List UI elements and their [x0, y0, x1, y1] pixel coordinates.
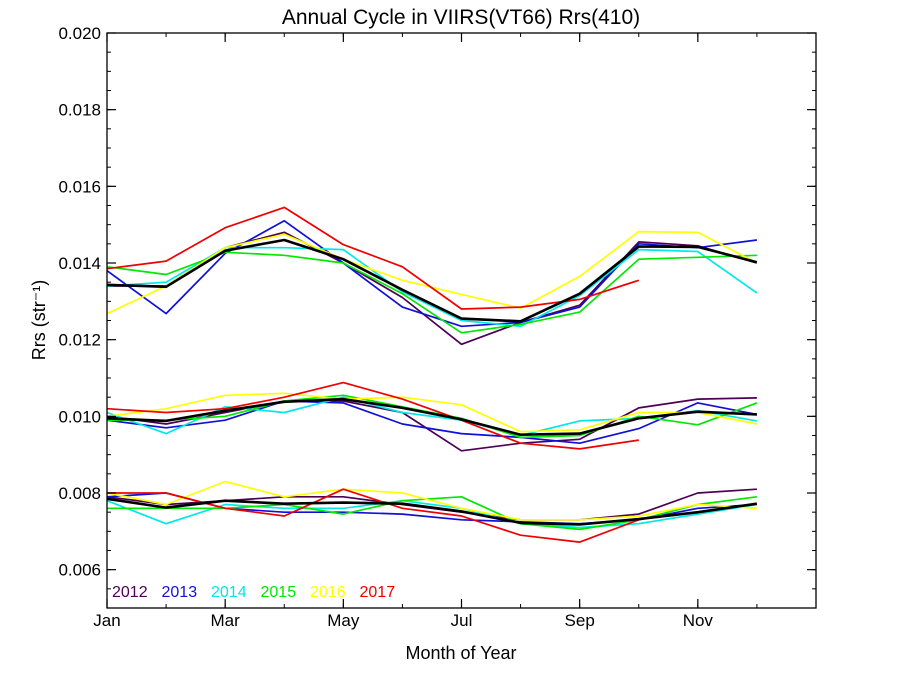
x-tick-label: May [327, 611, 360, 630]
series-line-2017-high [106, 206, 640, 310]
y-tick-label: 0.016 [58, 177, 101, 196]
x-tick-label: Sep [565, 611, 595, 630]
series-line-2016-mid [106, 392, 758, 433]
y-tick-label: 0.020 [58, 24, 101, 43]
y-tick-label: 0.008 [58, 484, 101, 503]
series-line-2013-high [106, 219, 758, 328]
x-tick-label: Jul [451, 611, 473, 630]
series-line-mean-mid [106, 397, 757, 437]
legend-item-2014: 2014 [211, 584, 247, 601]
series-line-mean-low [106, 497, 758, 526]
series-layer [106, 206, 758, 543]
series-line-2012-mid [106, 397, 757, 452]
series-line-2017-low [107, 488, 640, 543]
series-line-2016-low [106, 480, 757, 521]
y-tick-label: 0.018 [58, 101, 101, 120]
y-tick-label: 0.012 [58, 331, 101, 350]
x-axis-label: Month of Year [405, 643, 516, 663]
x-tick-label: Nov [683, 611, 714, 630]
x-tick-label: Jan [93, 611, 120, 630]
legend-item-2012: 2012 [112, 584, 148, 601]
y-tick-label: 0.010 [58, 407, 101, 426]
legend: 2012 2013 2014 2015 2016 2017 [112, 584, 395, 601]
y-tick-label: 0.006 [58, 561, 101, 580]
x-tick-label: Mar [211, 611, 241, 630]
legend-item-2013: 2013 [162, 584, 198, 601]
legend-item-2015: 2015 [261, 584, 297, 601]
axes-layer: 0.006 0.008 0.010 0.012 0.014 0.016 0.018 0.020… [58, 24, 817, 630]
y-tick-label: 0.014 [58, 254, 101, 273]
series-line-mean-high [106, 238, 758, 323]
legend-item-2016: 2016 [310, 584, 346, 601]
legend-item-2017: 2017 [360, 584, 396, 601]
chart-title: Annual Cycle in VIIRS(VT66) Rrs(410) [282, 6, 640, 29]
series-line-2013-mid [106, 400, 758, 445]
y-axis-label: Rrs (str⁻¹) [29, 280, 49, 360]
series-line-2017-mid [106, 381, 639, 450]
